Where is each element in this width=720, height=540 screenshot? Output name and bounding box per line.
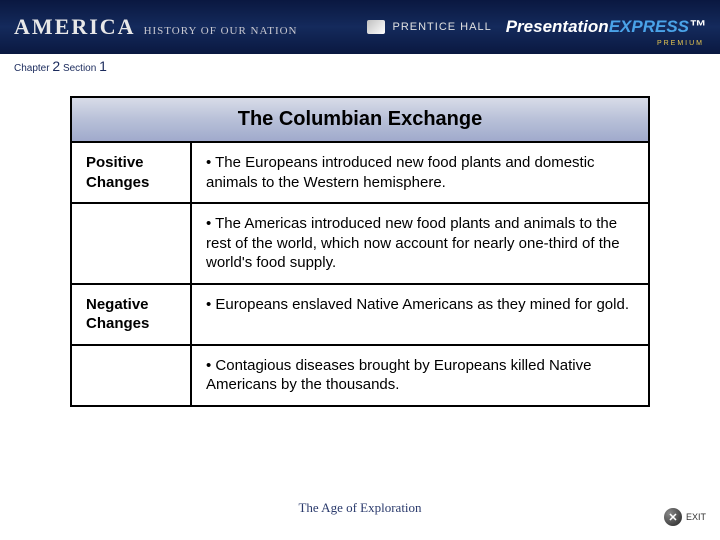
row-bullet: • The Americas introduced new food plant… — [191, 203, 649, 284]
publisher-name: PRENTICE HALL — [393, 21, 492, 33]
row-bullet: • Contagious diseases brought by Europea… — [191, 345, 649, 406]
row-label — [71, 203, 191, 284]
brand-right: PRENTICE HALL PresentationEXPRESS™ PREMI… — [367, 17, 707, 37]
chapter-label: Chapter — [14, 63, 50, 74]
brand-title: AMERICA — [14, 14, 136, 40]
row-bullet: • Europeans enslaved Native Americans as… — [191, 284, 649, 345]
chapter-section-bar: Chapter 2 Section 1 — [0, 54, 720, 78]
product-logo: PresentationEXPRESS™ — [506, 17, 706, 37]
table-row: Negative Changes • Europeans enslaved Na… — [71, 284, 649, 345]
section-label: Section — [63, 63, 96, 74]
table-row: Positive Changes • The Europeans introdu… — [71, 142, 649, 203]
table-row: • The Americas introduced new food plant… — [71, 203, 649, 284]
table-title-row: The Columbian Exchange — [71, 97, 649, 142]
exit-button[interactable]: ✕ EXIT — [664, 508, 706, 526]
close-icon: ✕ — [664, 508, 682, 526]
brand-left: AMERICA HISTORY OF OUR NATION — [14, 14, 298, 40]
row-label: Negative Changes — [71, 284, 191, 345]
brand-subtitle: HISTORY OF OUR NATION — [144, 25, 298, 37]
exit-label: EXIT — [686, 512, 706, 522]
top-bar: AMERICA HISTORY OF OUR NATION PRENTICE H… — [0, 0, 720, 54]
footer-title: The Age of Exploration — [0, 500, 720, 516]
row-bullet: • The Europeans introduced new food plan… — [191, 142, 649, 203]
table-title: The Columbian Exchange — [71, 97, 649, 142]
product-word-a: Presentation — [506, 17, 609, 36]
publisher-logo-icon — [367, 20, 385, 34]
row-label: Positive Changes — [71, 142, 191, 203]
table-row: • Contagious diseases brought by Europea… — [71, 345, 649, 406]
premium-badge: PREMIUM — [657, 40, 704, 47]
content-table: The Columbian Exchange Positive Changes … — [70, 96, 650, 407]
chapter-number: 2 — [52, 58, 60, 74]
trademark: ™ — [689, 17, 706, 36]
content-area: The Columbian Exchange Positive Changes … — [0, 78, 720, 407]
row-label — [71, 345, 191, 406]
section-number: 1 — [99, 58, 107, 74]
product-word-b: EXPRESS — [609, 17, 689, 36]
